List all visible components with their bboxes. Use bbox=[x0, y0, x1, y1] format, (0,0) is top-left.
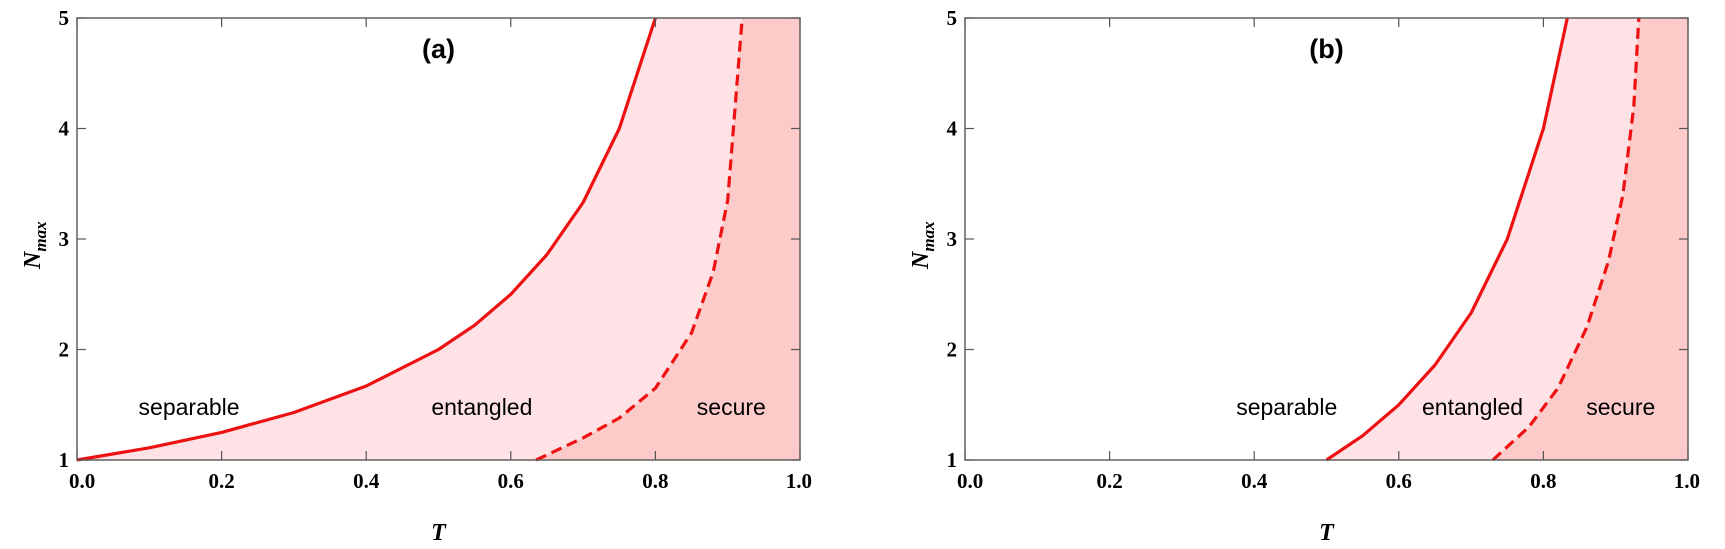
y-axis-title: Nmax bbox=[20, 221, 50, 270]
x-tick-label: 0.6 bbox=[498, 469, 524, 493]
x-tick-label: 0.0 bbox=[69, 469, 95, 493]
x-tick-label: 0.8 bbox=[1530, 469, 1556, 493]
y-tick-label: 1 bbox=[947, 448, 958, 472]
y-tick-label: 5 bbox=[59, 6, 70, 30]
region-label-secure: secure bbox=[697, 394, 766, 420]
y-tick-label: 3 bbox=[59, 227, 70, 251]
x-tick-label: 0.4 bbox=[353, 469, 380, 493]
y-axis-title-subscript: max bbox=[919, 221, 938, 252]
y-tick-label: 4 bbox=[947, 117, 958, 141]
panel-label: (b) bbox=[1309, 34, 1343, 64]
chart-panel-a: 0.0 0.2 0.4 0.6 0.8 1.0 1 2 3 4 5 T Nmax (a) separable… bbox=[20, 6, 812, 546]
region-label-separable: separable bbox=[139, 394, 240, 420]
panel-label: (a) bbox=[422, 34, 455, 64]
x-tick-label: 1.0 bbox=[786, 469, 812, 493]
x-axis-title: T bbox=[431, 520, 447, 546]
y-tick-label: 2 bbox=[59, 338, 70, 362]
x-tick-label: 0.4 bbox=[1241, 469, 1268, 493]
x-tick-label: 0.2 bbox=[208, 469, 234, 493]
y-axis-title: Nmax bbox=[908, 221, 938, 270]
region-label-entangled: entangled bbox=[431, 394, 532, 420]
separability-boundary-line bbox=[76, 17, 657, 462]
x-tick-label: 0.8 bbox=[642, 469, 668, 493]
separability-boundary-line bbox=[1325, 17, 1569, 462]
x-tick-label: 0.2 bbox=[1096, 469, 1122, 493]
y-tick-label: 2 bbox=[947, 338, 958, 362]
y-tick-label: 4 bbox=[59, 117, 70, 141]
security-boundary-line bbox=[1491, 17, 1641, 462]
x-axis-title: T bbox=[1319, 520, 1335, 546]
region-label-secure: secure bbox=[1586, 394, 1655, 420]
y-axis-title-subscript: max bbox=[31, 221, 50, 252]
y-tick-label: 1 bbox=[59, 448, 70, 472]
y-axis-title-main: N bbox=[20, 250, 46, 270]
region-label-separable: separable bbox=[1236, 394, 1337, 420]
x-tick-label: 0.6 bbox=[1386, 469, 1412, 493]
y-tick-label: 5 bbox=[947, 6, 958, 30]
y-tick-label: 3 bbox=[947, 227, 958, 251]
y-axis-title-main: N bbox=[908, 250, 934, 270]
chart-panel-b: 0.0 0.2 0.4 0.6 0.8 1.0 1 2 3 4 5 T Nmax (b) separable… bbox=[908, 6, 1700, 546]
secure-region bbox=[1492, 18, 1688, 460]
security-boundary-line bbox=[535, 17, 744, 462]
x-tick-label: 0.0 bbox=[957, 469, 983, 493]
x-tick-label: 1.0 bbox=[1674, 469, 1700, 493]
region-label-entangled: entangled bbox=[1422, 394, 1523, 420]
